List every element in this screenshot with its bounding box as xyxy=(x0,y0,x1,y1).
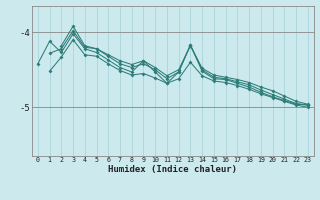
X-axis label: Humidex (Indice chaleur): Humidex (Indice chaleur) xyxy=(108,165,237,174)
